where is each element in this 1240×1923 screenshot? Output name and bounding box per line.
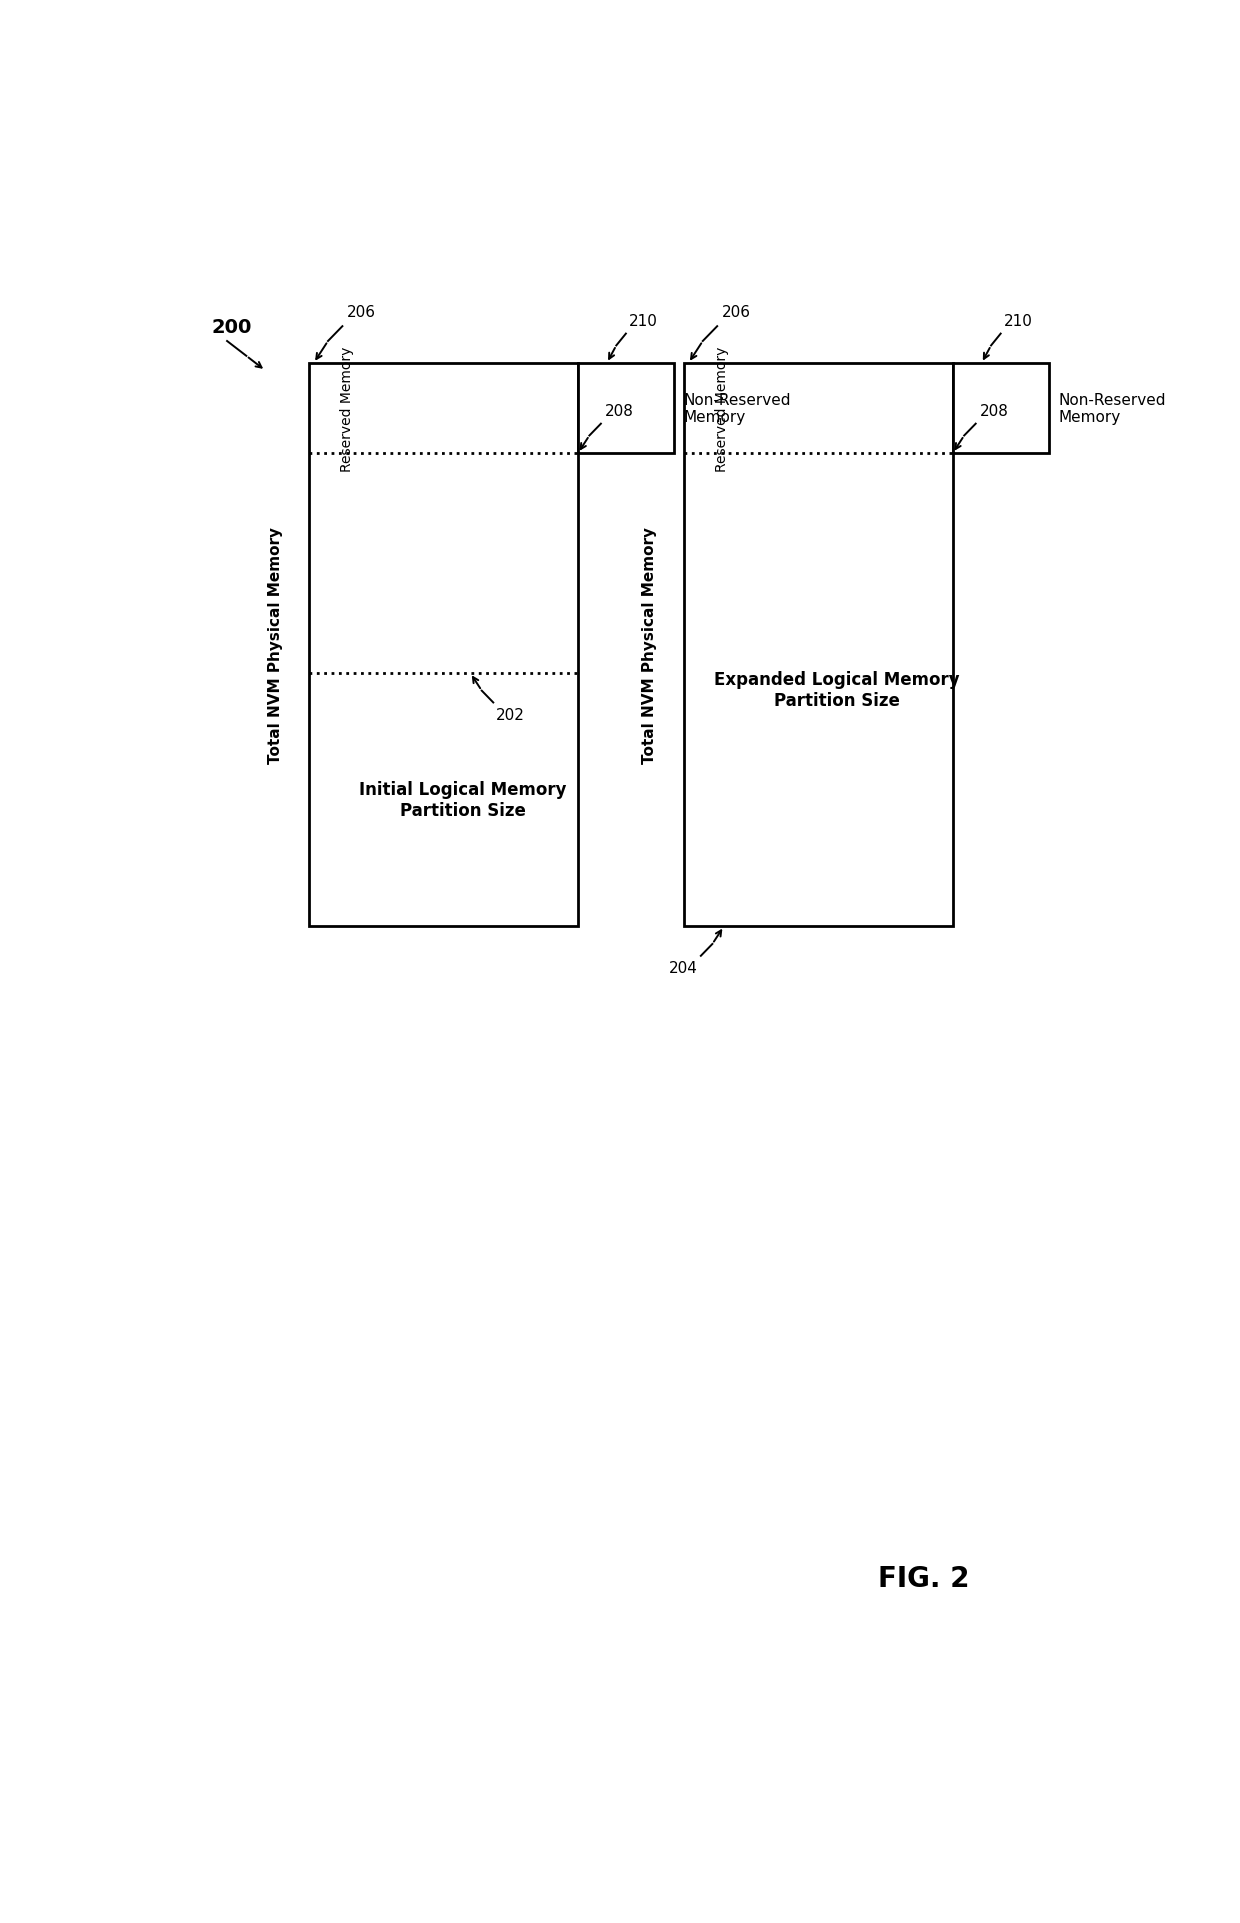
Bar	[578, 363, 675, 454]
Text: 208: 208	[980, 404, 1008, 419]
Text: 200: 200	[212, 317, 252, 337]
Text: Reserved Memory: Reserved Memory	[715, 346, 729, 471]
Text: 206: 206	[347, 304, 376, 319]
Bar	[309, 363, 578, 927]
Text: 208: 208	[605, 404, 634, 419]
Text: Total NVM Physical Memory: Total NVM Physical Memory	[642, 527, 657, 763]
Text: Initial Logical Memory
Partition Size: Initial Logical Memory Partition Size	[358, 781, 567, 819]
Text: Non-Reserved
Memory: Non-Reserved Memory	[683, 392, 791, 425]
Bar	[952, 363, 1049, 454]
Text: 202: 202	[496, 708, 525, 723]
Text: 206: 206	[722, 304, 751, 319]
Text: Expanded Logical Memory
Partition Size: Expanded Logical Memory Partition Size	[714, 671, 960, 710]
Text: 204: 204	[670, 962, 698, 975]
Text: 210: 210	[629, 313, 657, 329]
Text: Non-Reserved
Memory: Non-Reserved Memory	[1059, 392, 1166, 425]
Text: 210: 210	[1003, 313, 1033, 329]
Text: Reserved Memory: Reserved Memory	[340, 346, 355, 471]
Text: FIG. 2: FIG. 2	[878, 1563, 970, 1592]
Text: Total NVM Physical Memory: Total NVM Physical Memory	[268, 527, 283, 763]
Bar	[683, 363, 952, 927]
